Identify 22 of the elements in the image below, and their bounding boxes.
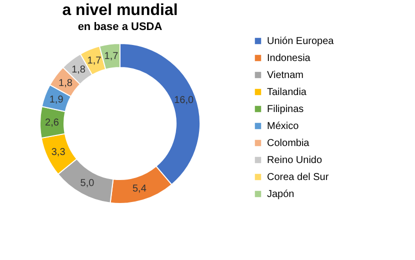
legend-label: Japón <box>267 189 294 200</box>
legend-label: Unión Europea <box>267 36 334 47</box>
legend-label: Colombia <box>267 138 310 149</box>
legend-label: Vietnam <box>267 70 304 81</box>
data-label: 1,9 <box>49 94 64 106</box>
legend-label: Reino Unido <box>267 155 322 166</box>
data-label: 1,8 <box>72 64 86 76</box>
legend-label: Tailandia <box>267 87 307 98</box>
data-label: 5,0 <box>80 178 95 190</box>
data-label: 16,0 <box>174 95 194 106</box>
data-label: 5,4 <box>132 184 147 195</box>
data-label: 2,6 <box>45 117 60 128</box>
data-label: 3,3 <box>51 147 66 158</box>
chart-title: a nivel mundial <box>62 2 178 19</box>
data-label: 1,7 <box>104 51 119 62</box>
data-label: 1,8 <box>58 78 73 89</box>
legend-label: Corea del Sur <box>267 172 330 183</box>
legend-label: Filipinas <box>267 104 304 115</box>
legend-label: Indonesia <box>267 53 311 64</box>
data-label: 1,7 <box>87 56 102 67</box>
legend-label: México <box>267 121 300 132</box>
chart-subtitle: en base a USDA <box>78 21 162 33</box>
